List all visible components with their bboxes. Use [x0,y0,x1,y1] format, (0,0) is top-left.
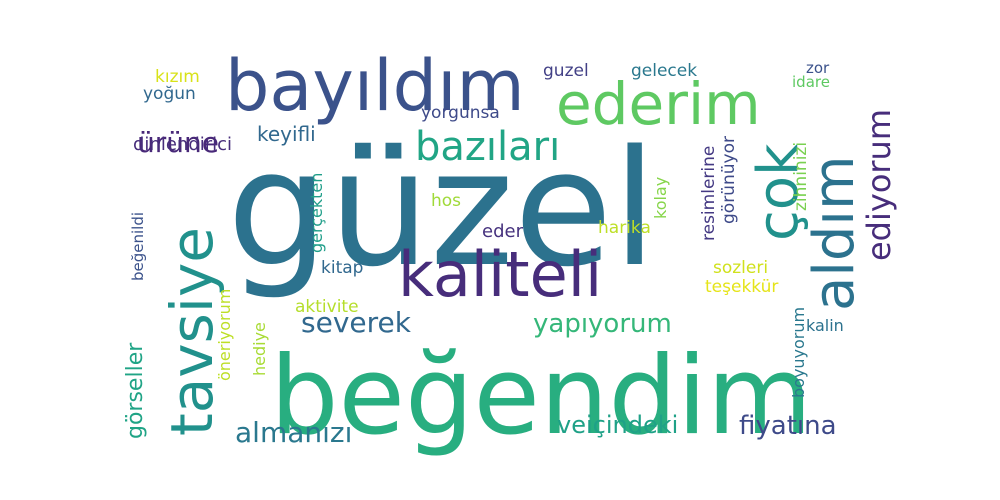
word-almanizi: almanızı [235,416,353,449]
word-idare: idare [792,73,830,91]
word-hos: hos [431,191,462,211]
word-kaliteli: kaliteli [398,238,603,311]
word-cloud: güzel beğendim bayıldım ederim tavsiye kalite… [123,51,900,459]
word-yapiyorum: yapıyorum [533,309,672,339]
word-boyuyorum: boyuyorum [789,306,808,398]
word-tesekkur: teşekkür [705,277,779,297]
word-harika: harika [598,218,651,238]
word-guzel: güzel [227,115,657,302]
word-gelecek: gelecek [631,61,698,81]
word-kalin: kalin [806,316,844,335]
word-oneriyorum: öneriyorum [215,288,234,381]
word-gorseller: görseller [123,342,148,439]
word-resimlerine: resimlerine [699,145,719,241]
word-fiyatina: fiyatına [739,411,837,441]
word-aktivite: aktivite [295,297,359,317]
word-guzel: guzel [543,61,589,81]
word-zor: zor [806,59,830,77]
word-keyifli: keyifli [257,122,316,146]
word-begenildi: beğenildi [129,211,147,281]
word-aldim: aldım [802,155,867,311]
word-hediye: hediye [250,322,269,376]
word-gorunuyor: görünüyor [719,136,739,224]
word-bayildim: bayıldım [225,45,525,127]
word-sozleri: sozleri [713,258,769,278]
word-urune: ürüne [137,126,219,159]
word-severek: severek [301,306,411,339]
word-kolay: kolay [651,176,670,219]
word-kitap: kitap [321,258,364,278]
word-bazilari: bazıları [415,124,561,170]
word-yogun: yoğun [143,84,196,104]
word-veicindeki: veiçindeki [557,411,679,439]
word-yorgunsa: yorgunsa [421,103,500,123]
word-begendim: beğendim [270,334,813,459]
word-dinlendirici: dinlendirici [133,134,233,155]
word-ediyorum: ediyorum [860,108,898,261]
word-tavsiye: tavsiye [158,227,226,436]
word-gercekten: gerçekten [307,172,326,253]
word-ederim: ederim [556,70,761,138]
word-kizim: kızım [155,67,200,87]
word-zihninizi: zihninizi [791,141,811,211]
word-eder: eder [482,221,523,242]
